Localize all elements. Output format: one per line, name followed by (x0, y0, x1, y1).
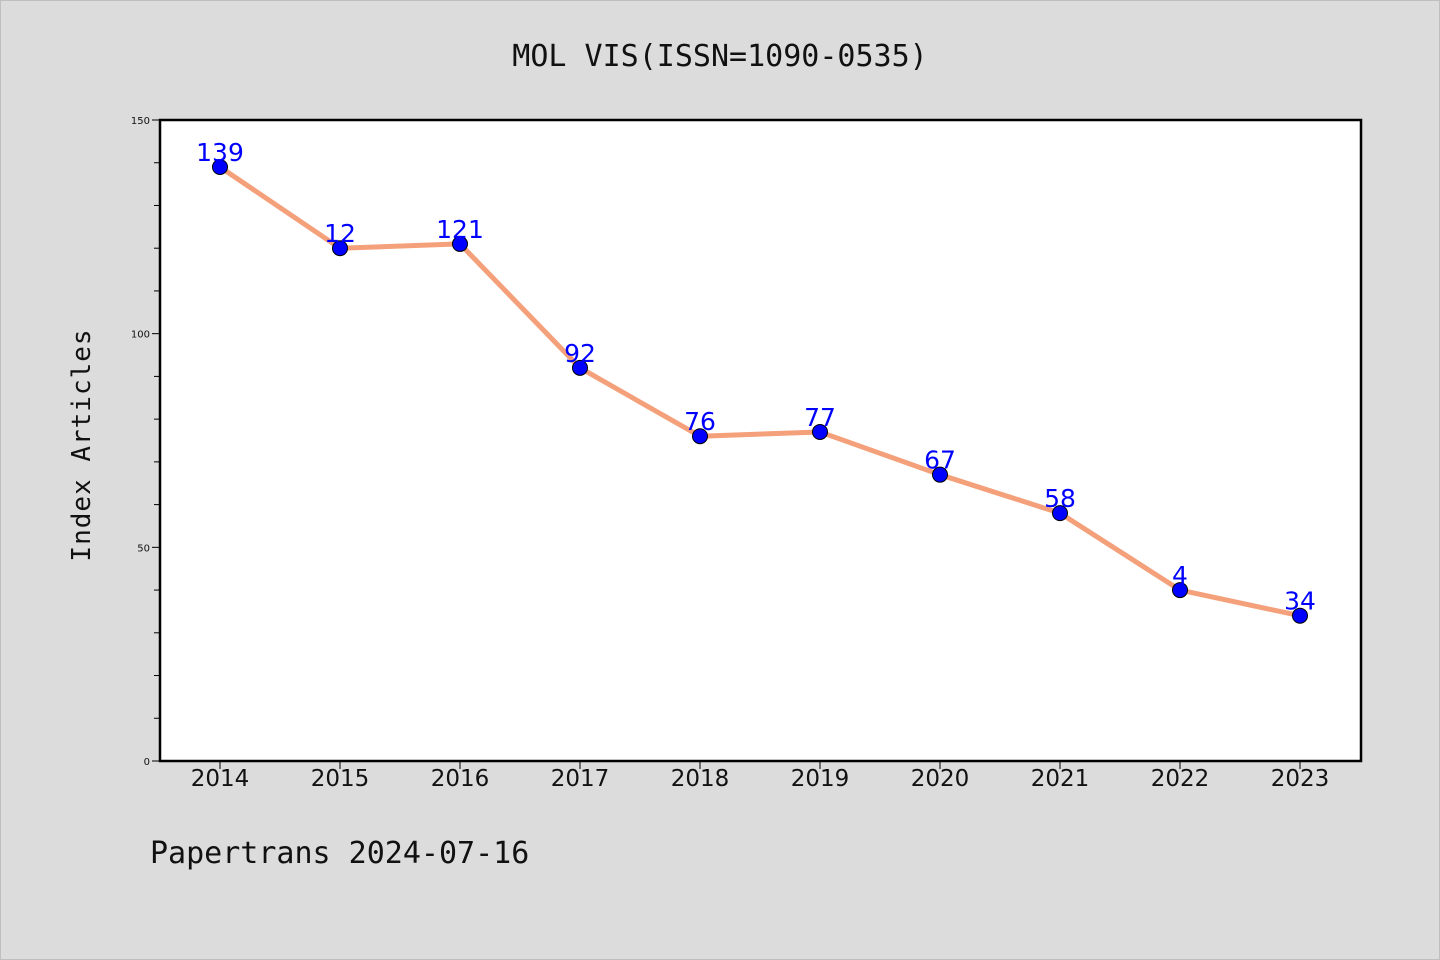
y-axis-label: Index Articles (67, 328, 97, 561)
data-label: 12 (324, 219, 356, 248)
data-points (212, 159, 1308, 624)
data-point (212, 159, 228, 176)
x-tick-label: 2014 (191, 766, 250, 792)
data-point (572, 359, 588, 376)
data-label: 58 (1044, 484, 1076, 513)
data-point (812, 423, 828, 440)
data-point (932, 466, 948, 483)
data-labels: 139 12 121 92 76 77 67 58 4 34 (196, 138, 1316, 616)
plot-area (158, 118, 1363, 763)
data-label: 139 (196, 138, 244, 167)
y-tick-label: 100 (131, 330, 150, 341)
x-tick-label: 2021 (1031, 766, 1090, 792)
x-tick-label: 2018 (671, 766, 730, 792)
data-point (1292, 607, 1308, 624)
x-tick-label: 2023 (1271, 766, 1330, 792)
x-tick-label: 2020 (911, 766, 970, 792)
x-tick-label: 2015 (311, 766, 370, 792)
x-axis: 2014 2015 2016 2017 2018 2019 2020 2021 2022 2023 (191, 761, 1330, 792)
y-axis: 0 50 100 150 (131, 116, 160, 768)
data-label: 121 (436, 215, 484, 244)
data-point (1172, 582, 1188, 599)
footer-credit: Papertrans 2024-07-16 (150, 836, 529, 871)
x-tick-label: 2022 (1151, 766, 1210, 792)
x-tick-label: 2016 (431, 766, 490, 792)
x-tick-label: 2017 (551, 766, 610, 792)
y-tick-label: 0 (144, 757, 150, 768)
y-tick-label: 150 (131, 116, 150, 127)
data-point (332, 240, 348, 257)
y-tick-label: 50 (137, 543, 150, 554)
series-line (217, 164, 1303, 619)
data-point (692, 428, 708, 445)
data-point (452, 235, 468, 252)
data-point (1052, 505, 1068, 522)
data-label: 34 (1284, 587, 1316, 616)
data-label: 4 (1172, 561, 1188, 590)
data-label: 67 (924, 446, 956, 475)
x-tick-label: 2019 (791, 766, 850, 792)
chart-title: MOL VIS(ISSN=1090-0535) (512, 39, 927, 74)
data-label: 77 (804, 403, 836, 432)
data-label: 92 (564, 339, 596, 368)
data-label: 76 (684, 407, 716, 436)
